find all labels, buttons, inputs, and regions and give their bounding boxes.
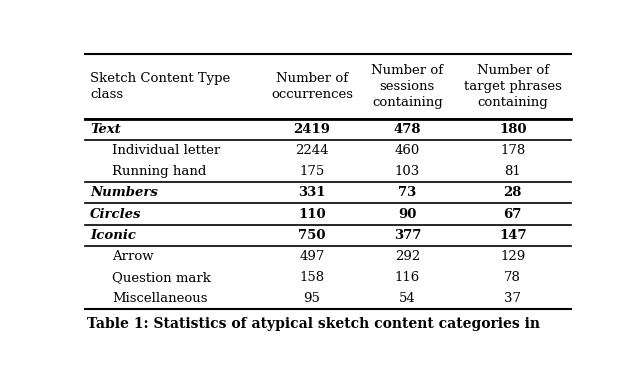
Text: 377: 377 — [394, 229, 421, 242]
Text: 292: 292 — [395, 250, 420, 263]
Text: Text: Text — [90, 123, 121, 136]
Text: Numbers: Numbers — [90, 186, 158, 199]
Text: 81: 81 — [504, 165, 521, 178]
Text: Miscellaneous: Miscellaneous — [112, 292, 208, 305]
Text: 158: 158 — [300, 271, 324, 284]
Text: 110: 110 — [298, 208, 326, 221]
Text: Iconic: Iconic — [90, 229, 136, 242]
Text: 90: 90 — [398, 208, 417, 221]
Text: 331: 331 — [298, 186, 326, 199]
Text: 78: 78 — [504, 271, 521, 284]
Text: 147: 147 — [499, 229, 527, 242]
Text: 180: 180 — [499, 123, 527, 136]
Text: 497: 497 — [299, 250, 324, 263]
Text: Circles: Circles — [90, 208, 141, 221]
Text: Table 1: Statistics of atypical sketch content categories in: Table 1: Statistics of atypical sketch c… — [88, 317, 540, 331]
Text: 73: 73 — [398, 186, 417, 199]
Text: Number of
sessions
containing: Number of sessions containing — [371, 64, 444, 109]
Text: Sketch Content Type
class: Sketch Content Type class — [90, 72, 230, 101]
Text: 103: 103 — [395, 165, 420, 178]
Text: 460: 460 — [395, 144, 420, 157]
Text: 28: 28 — [504, 186, 522, 199]
Text: 175: 175 — [300, 165, 324, 178]
Text: 478: 478 — [394, 123, 421, 136]
Text: 178: 178 — [500, 144, 525, 157]
Text: 54: 54 — [399, 292, 416, 305]
Text: 37: 37 — [504, 292, 521, 305]
Text: Individual letter: Individual letter — [112, 144, 221, 157]
Text: 95: 95 — [303, 292, 320, 305]
Text: 116: 116 — [395, 271, 420, 284]
Text: Arrow: Arrow — [112, 250, 154, 263]
Text: 2419: 2419 — [293, 123, 330, 136]
Text: Number of
target phrases
containing: Number of target phrases containing — [464, 64, 562, 109]
Text: 2244: 2244 — [295, 144, 328, 157]
Text: Running hand: Running hand — [112, 165, 207, 178]
Text: Question mark: Question mark — [112, 271, 211, 284]
Text: 129: 129 — [500, 250, 525, 263]
Text: Number of
occurrences: Number of occurrences — [271, 72, 353, 101]
Text: 750: 750 — [298, 229, 326, 242]
Text: 67: 67 — [504, 208, 522, 221]
